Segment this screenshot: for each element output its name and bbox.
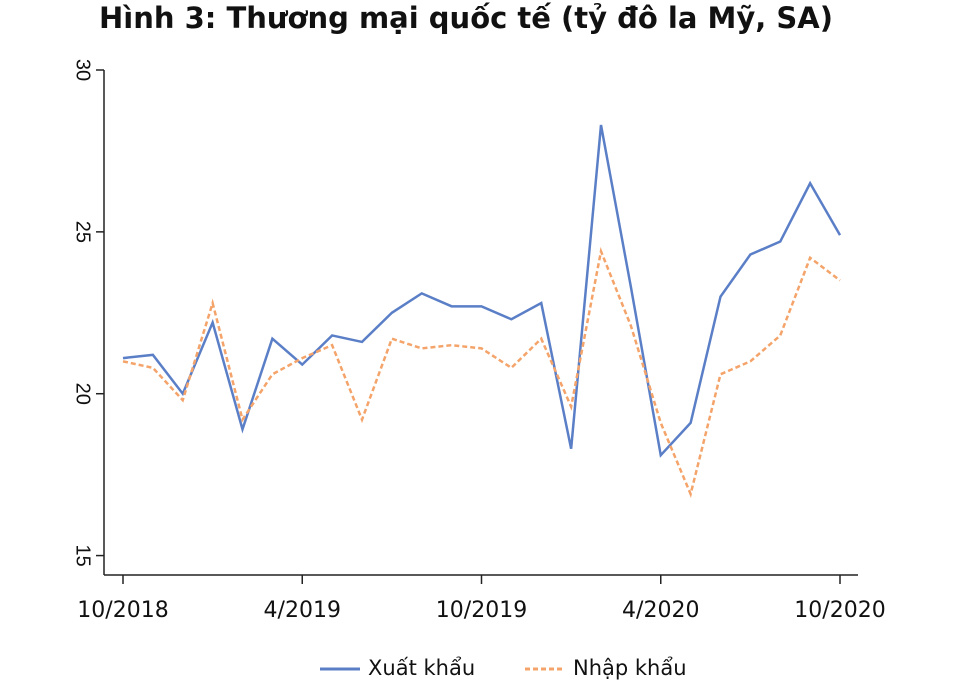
series-line (122, 246, 841, 499)
x-tick-label: 4/2019 (264, 598, 341, 623)
x-tick-label: 10/2020 (794, 598, 885, 623)
y-tick-label: 20 (72, 383, 94, 405)
x-tick-label: 10/2019 (436, 598, 527, 623)
legend-label: Xuất khẩu (368, 656, 475, 680)
series-line (122, 124, 842, 458)
chart-title: Hình 3: Thương mại quốc tế (tỷ đô la Mỹ,… (99, 1, 833, 35)
legend-label: Nhập khẩu (573, 656, 687, 680)
y-tick-label: 15 (72, 544, 94, 566)
y-tick-label: 25 (72, 221, 94, 243)
x-tick-label: 10/2018 (77, 598, 168, 623)
x-tick-label: 4/2020 (622, 598, 699, 623)
y-tick-label: 30 (72, 59, 94, 81)
